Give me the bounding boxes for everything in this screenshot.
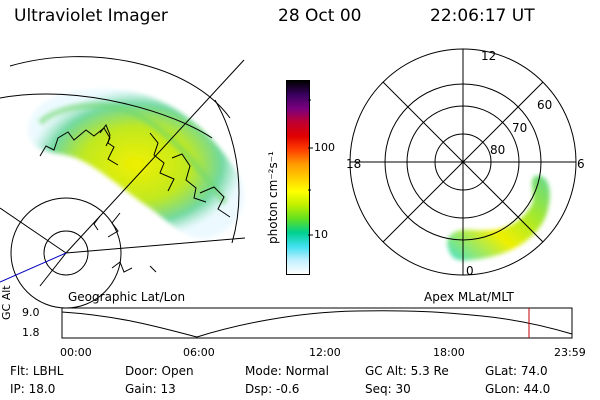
status-door: Door: Open	[125, 364, 194, 378]
altitude-y-tick-high: 9.0	[22, 306, 40, 319]
apex-label: Apex MLat/MLT	[424, 290, 514, 304]
aurora-oval-geographic	[28, 89, 244, 239]
colorbar-tick-10: 10	[314, 228, 328, 241]
status-gcalt: GC Alt: 5.3 Re	[365, 364, 449, 378]
mlt-label-6: 6	[577, 157, 585, 171]
altitude-y-tick-low: 1.8	[22, 326, 40, 339]
polar-grid	[349, 48, 577, 276]
geographic-label: Geographic Lat/Lon	[68, 290, 186, 304]
mlt-label-12: 12	[481, 49, 497, 63]
colorbar-unit-label: photon cm⁻²s⁻¹	[266, 151, 280, 244]
mlat-label-80: 80	[490, 143, 506, 157]
colorbar-tick-100: 100	[314, 141, 335, 154]
apex-polar-plot	[349, 48, 577, 276]
altitude-plot	[61, 307, 573, 339]
status-ip: IP: 18.0	[10, 382, 56, 396]
status-mode: Mode: Normal	[245, 364, 329, 378]
altitude-x-tick-2: 12:00	[309, 346, 341, 359]
status-seq: Seq: 30	[365, 382, 411, 396]
aurora-core	[37, 102, 228, 205]
date-label: 28 Oct 00	[278, 6, 362, 26]
mlt-label-0: 0	[466, 264, 474, 278]
status-glat: GLat: 74.0	[485, 364, 548, 378]
mlt-label-18: 18	[346, 157, 362, 171]
altitude-x-tick-4: 23:59	[554, 346, 586, 359]
colorbar-ticks	[308, 99, 313, 236]
colorbar	[286, 80, 310, 275]
altitude-x-tick-1: 06:00	[183, 346, 215, 359]
status-gain: Gain: 13	[125, 382, 176, 396]
geo-grid	[0, 56, 246, 309]
altitude-axis-label: GC Alt	[0, 285, 13, 320]
altitude-x-tick-0: 00:00	[60, 346, 92, 359]
status-dsp: Dsp: -0.6	[245, 382, 300, 396]
mlat-label-70: 70	[512, 121, 528, 135]
status-filter: Flt: LBHL	[10, 364, 64, 378]
geographic-image	[0, 56, 246, 309]
altitude-x-tick-3: 18:00	[433, 346, 465, 359]
mlat-label-60: 60	[537, 98, 553, 112]
status-glon: GLon: 44.0	[485, 382, 551, 396]
time-label: 22:06:17 UT	[430, 6, 535, 26]
coastlines	[39, 123, 231, 273]
instrument-title: Ultraviolet Imager	[14, 6, 168, 26]
